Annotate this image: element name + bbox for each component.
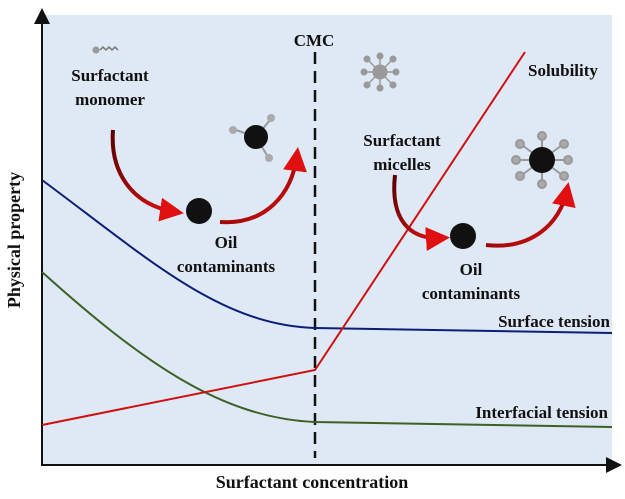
surface-tension-label: Surface tension — [498, 312, 610, 331]
annotation: micelles — [373, 155, 431, 174]
annotation: Oil — [460, 260, 483, 279]
annotation: Oil — [215, 233, 238, 252]
y-axis-label: Physical property — [4, 172, 24, 308]
oil-droplet — [186, 198, 212, 224]
diagram: CMC Solubility Surface tension Interfaci… — [0, 0, 625, 494]
annotation: contaminants — [422, 284, 521, 303]
oil-droplet — [450, 223, 476, 249]
annotation: Surfactant — [71, 66, 149, 85]
annotation: Surfactant — [363, 131, 441, 150]
annotation: contaminants — [177, 257, 276, 276]
x-axis-label: Surfactant concentration — [216, 472, 408, 492]
page: {"axes": {"x_label": "Surfactant concent… — [0, 0, 625, 494]
cmc-label: CMC — [294, 31, 335, 50]
oil-with-micelle — [512, 132, 572, 188]
annotation: monomer — [75, 90, 145, 109]
interfacial-tension-label: Interfacial tension — [475, 403, 608, 422]
micelle-icon-small — [361, 53, 399, 91]
solubility-label: Solubility — [528, 61, 598, 80]
